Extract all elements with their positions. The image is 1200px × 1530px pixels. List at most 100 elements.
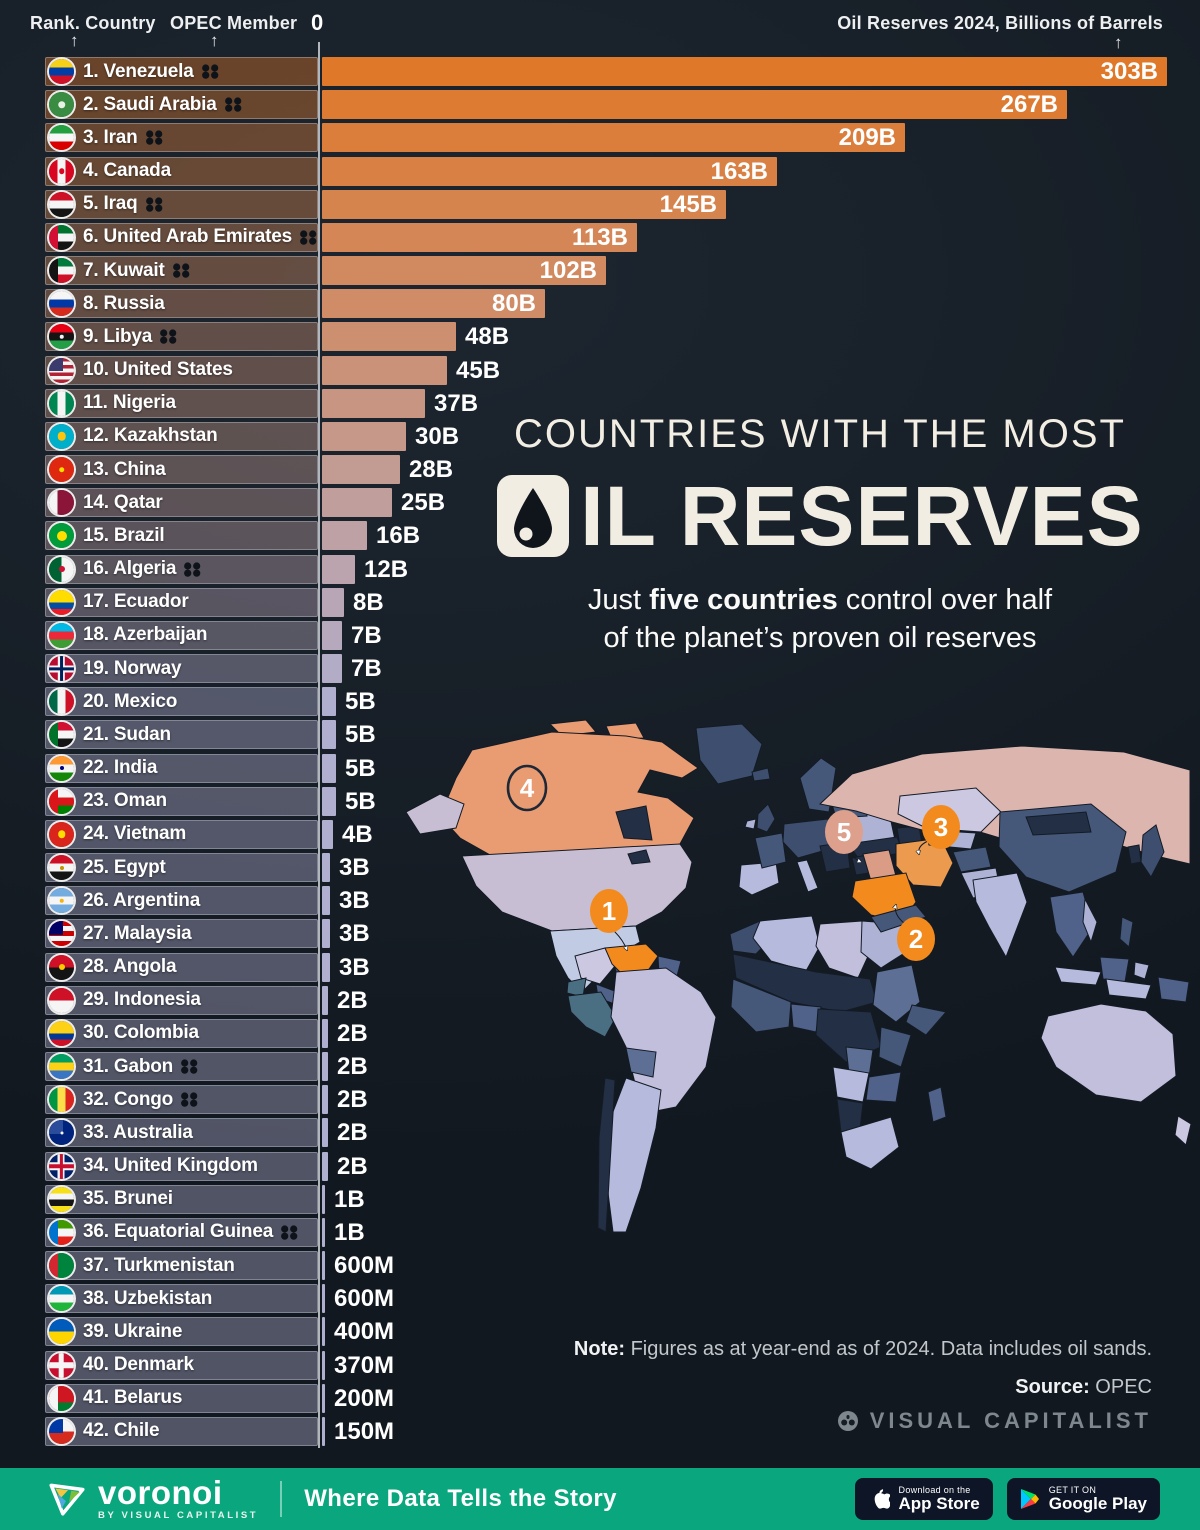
chart-row: 1. Venezuela 303B <box>0 55 1200 88</box>
map-country-japan <box>1140 824 1165 878</box>
country-rank-label: 26. Argentina <box>83 889 201 911</box>
chart-row: 37. Turkmenistan 600M <box>0 1249 1200 1282</box>
bar-value-label: 267B <box>1000 91 1058 119</box>
country-rank-label: 2. Saudi Arabia <box>83 93 217 115</box>
reserve-bar <box>322 554 355 584</box>
google-play-badge-bottom: Google Play <box>1048 1494 1147 1513</box>
bar-value-label: 2B <box>337 1119 368 1147</box>
map-marker-1 <box>590 889 628 933</box>
axis-title: Oil Reserves 2024, Billions of Barrels <box>837 13 1163 33</box>
map-country-usa <box>461 843 693 932</box>
source-label: Source: <box>1015 1376 1090 1398</box>
country-flag-icon <box>49 821 74 847</box>
chart-row: 39. Ukraine 400M <box>0 1315 1200 1348</box>
country-label-cell: 36. Equatorial Guinea <box>45 1217 318 1247</box>
country-label-cell: 25. Egypt <box>45 853 318 882</box>
chart-row: 4. Canada 163B <box>0 155 1200 188</box>
app-store-badge[interactable]: Download on the App Store <box>854 1478 993 1520</box>
google-play-badge[interactable]: GET IT ON Google Play <box>1006 1478 1160 1520</box>
bar-value-label: 102B <box>539 257 597 284</box>
country-rank-label: 11. Nigeria <box>83 392 176 414</box>
country-rank-label: 19. Norway <box>83 657 182 679</box>
svg-text:1: 1 <box>602 896 616 926</box>
reserve-bar <box>322 687 336 717</box>
country-flag-icon <box>49 457 74 482</box>
country-label-cell: 39. Ukraine <box>45 1317 318 1347</box>
country-flag-icon <box>49 1186 74 1212</box>
bar-value-label: 400M <box>334 1318 395 1346</box>
country-rank-label: 15. Brazil <box>83 524 165 546</box>
chart-row: 27. Malaysia 3B <box>0 917 1200 950</box>
bar-value-label: 163B <box>710 157 768 185</box>
country-rank-label: 20. Mexico <box>83 690 178 712</box>
reserve-bar <box>322 1052 328 1081</box>
reserve-bar <box>322 1018 328 1048</box>
country-label-cell: 26. Argentina <box>45 886 318 916</box>
reserve-bar <box>322 1217 325 1247</box>
country-label-cell: 3. Iran <box>45 123 318 153</box>
country-rank-label: 5. Iraq <box>83 193 138 215</box>
country-rank-label: 25. Egypt <box>83 856 166 878</box>
chart-row: 38. Uzbekistan 600M <box>0 1282 1200 1315</box>
bar-value-label: 5B <box>345 787 376 815</box>
main-title-text: IL RESERVES <box>580 469 1144 563</box>
reserve-bar <box>322 1416 325 1446</box>
bar-value-label: 8B <box>353 588 384 616</box>
country-label-cell: 7. Kuwait <box>45 256 318 285</box>
source-body: OPEC <box>1089 1376 1152 1398</box>
reserve-bar <box>322 488 392 518</box>
store-badges: Download on the App Store GET IT ON Goog… <box>854 1478 1160 1520</box>
country-label-cell: 10. United States <box>45 355 318 385</box>
country-rank-label: 16. Algeria <box>83 558 177 579</box>
opec-arrow-icon: ↑ <box>210 31 219 50</box>
map-country-uk <box>756 803 776 833</box>
reserve-bar <box>322 1317 325 1347</box>
opec-member-icon <box>145 197 162 212</box>
country-label-cell: 33. Australia <box>45 1118 318 1148</box>
country-label-cell: 31. Gabon <box>45 1052 318 1081</box>
rank-arrow-icon: ↑ <box>70 31 79 50</box>
country-label-cell: 35. Brunei <box>45 1184 318 1214</box>
reserve-bar <box>322 720 336 750</box>
reserve-bar <box>322 952 330 982</box>
chart-row: 15. Brazil 16B <box>0 519 1200 552</box>
opec-member-icon <box>184 561 201 577</box>
country-rank-label: 6. United Arab Emirates <box>83 226 293 248</box>
country-flag-icon <box>49 357 74 383</box>
bar-value-label: 1B <box>334 1185 365 1213</box>
country-label-cell: 30. Colombia <box>45 1018 318 1048</box>
chart-row: 31. Gabon 2B <box>0 1050 1200 1083</box>
country-rank-label: 14. Qatar <box>83 491 163 513</box>
country-flag-icon <box>49 390 74 416</box>
country-rank-label: 12. Kazakhstan <box>83 425 218 447</box>
country-flag-icon <box>49 1319 74 1345</box>
map-country-brazil <box>610 967 717 1113</box>
country-flag-icon <box>49 788 74 814</box>
country-label-cell: 1. Venezuela <box>45 57 318 86</box>
footer-tagline: Where Data Tells the Story <box>304 1485 617 1512</box>
country-flag-icon <box>49 1219 74 1245</box>
title-kicker: COUNTRIES WITH THE MOST <box>514 412 1126 456</box>
country-flag-icon <box>49 689 74 715</box>
note-body: Figures as at year-end as of 2024. Data … <box>625 1338 1152 1360</box>
bar-value-label: 600M <box>334 1285 395 1313</box>
country-flag-icon <box>49 158 74 184</box>
bar-value-label: 2B <box>337 1086 368 1114</box>
reserve-bar <box>322 819 333 849</box>
country-rank-label: 4. Canada <box>83 160 171 181</box>
bar-value-label: 5B <box>345 688 376 716</box>
reserve-bar <box>322 654 342 683</box>
country-rank-label: 9. Libya <box>83 325 153 347</box>
bar-value-label: 25B <box>401 489 446 517</box>
country-flag-icon <box>49 324 74 350</box>
svg-text:2: 2 <box>909 924 923 954</box>
country-label-cell: 11. Nigeria <box>45 388 318 418</box>
voronoi-brand: voronoi BY VISUAL CAPITALIST <box>98 1476 258 1521</box>
bar-value-label: 4B <box>342 820 373 848</box>
main-title: IL RESERVES <box>440 473 1200 559</box>
chart-row: 33. Australia 2B <box>0 1116 1200 1149</box>
opec-member-header: OPEC Member <box>170 13 298 33</box>
country-flag-icon <box>49 1352 74 1378</box>
reserve-bar <box>322 521 367 551</box>
note-text: Note: Figures as at year-end as of 2024.… <box>574 1338 1152 1361</box>
